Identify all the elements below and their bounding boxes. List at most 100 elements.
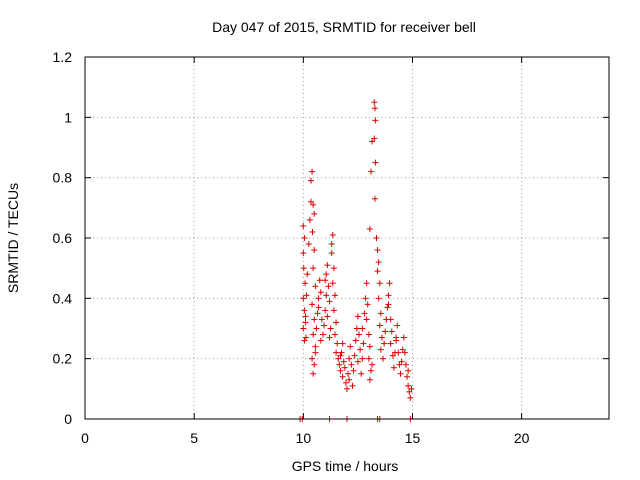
data-point	[329, 280, 336, 287]
data-point	[345, 370, 352, 377]
data-point	[364, 301, 371, 308]
data-point	[365, 355, 372, 362]
data-point	[311, 247, 318, 254]
data-point	[302, 319, 309, 326]
data-point	[302, 313, 309, 320]
data-point	[339, 340, 346, 347]
data-point	[402, 361, 409, 368]
data-point	[300, 325, 307, 332]
data-point	[371, 135, 378, 142]
data-point	[369, 361, 376, 368]
data-point	[363, 280, 370, 287]
data-point	[321, 322, 328, 329]
data-point	[393, 337, 400, 344]
data-point	[341, 364, 348, 371]
data-point	[374, 268, 381, 275]
data-point	[327, 325, 334, 332]
data-point	[385, 292, 392, 299]
y-tick-label: 0.4	[53, 290, 73, 306]
data-point	[344, 385, 350, 392]
data-point	[388, 328, 395, 335]
data-point	[354, 358, 361, 365]
data-point	[329, 231, 336, 238]
data-point	[315, 304, 322, 311]
data-point	[381, 340, 388, 347]
data-point	[330, 307, 337, 314]
data-point	[312, 283, 319, 290]
data-point	[301, 307, 308, 314]
data-point	[357, 346, 364, 353]
data-point	[300, 265, 307, 272]
data-point	[317, 289, 324, 296]
y-tick-label: 0.2	[53, 351, 73, 367]
data-point	[397, 370, 404, 377]
data-point	[362, 295, 369, 302]
data-point	[380, 355, 387, 362]
y-tick-label: 1.2	[53, 49, 73, 65]
data-point	[351, 352, 358, 359]
data-point	[359, 325, 366, 332]
data-point	[325, 283, 332, 290]
data-point	[368, 168, 375, 175]
data-point	[338, 349, 345, 356]
data-point	[385, 301, 392, 308]
data-point	[358, 370, 365, 377]
data-point	[322, 277, 329, 284]
data-point	[326, 334, 333, 341]
data-point	[366, 343, 373, 350]
data-point	[349, 382, 356, 389]
data-point	[333, 319, 340, 326]
data-point	[333, 349, 340, 356]
data-point	[394, 322, 401, 329]
x-tick-label: 5	[190, 430, 198, 446]
data-point	[373, 235, 380, 241]
y-tick-label: 0.6	[53, 230, 73, 246]
data-point	[311, 316, 318, 323]
data-point	[301, 337, 308, 344]
data-point	[312, 349, 319, 356]
data-point	[356, 331, 363, 338]
data-point	[337, 367, 344, 374]
data-point	[323, 271, 330, 278]
data-point	[328, 250, 335, 257]
data-point	[371, 105, 378, 112]
data-point	[405, 382, 412, 389]
data-point	[305, 241, 312, 248]
data-point	[339, 373, 346, 380]
data-point	[330, 265, 337, 272]
data-point	[366, 376, 373, 383]
data-point	[360, 340, 367, 347]
data-point	[376, 280, 383, 287]
data-point	[363, 316, 370, 323]
data-point	[300, 222, 307, 229]
data-point	[322, 307, 329, 314]
data-point	[347, 343, 354, 350]
data-point	[365, 331, 372, 338]
y-tick-label: 0.8	[53, 170, 73, 186]
data-point	[400, 334, 407, 341]
data-point	[378, 334, 385, 341]
data-point	[311, 210, 318, 217]
data-point	[304, 271, 311, 278]
data-point	[318, 316, 325, 323]
data-point	[382, 328, 389, 335]
data-point	[335, 355, 342, 362]
data-point	[310, 265, 317, 272]
data-point	[316, 277, 323, 284]
data-point	[376, 322, 383, 329]
data-point	[301, 235, 308, 241]
data-point	[312, 343, 319, 350]
data-point	[386, 280, 393, 287]
data-point	[317, 337, 324, 344]
data-point	[375, 295, 382, 302]
data-point	[346, 376, 353, 383]
chart-title: Day 047 of 2015, SRMTID for receiver bel…	[212, 19, 476, 35]
data-point	[326, 298, 333, 305]
data-point	[389, 352, 396, 359]
data-point	[310, 370, 317, 377]
data-point	[346, 355, 353, 362]
data-point	[401, 349, 408, 356]
data-point	[342, 379, 349, 386]
data-point	[372, 117, 379, 124]
x-tick-label: 0	[81, 430, 89, 446]
